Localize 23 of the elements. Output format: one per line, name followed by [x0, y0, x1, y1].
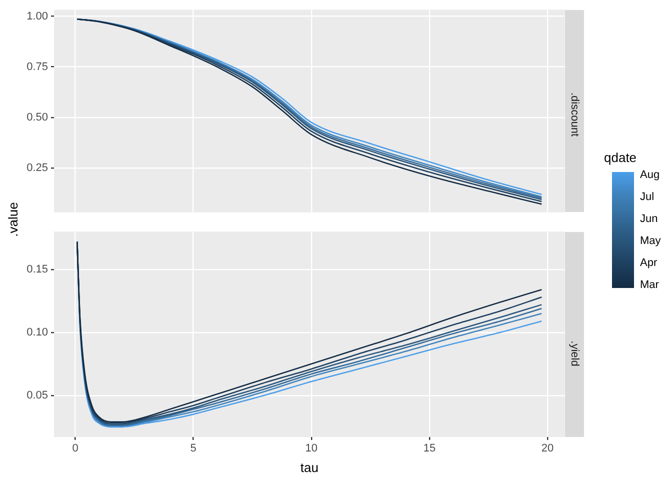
text: Jun: [640, 213, 658, 225]
y-tick-label: 0.15: [26, 263, 48, 276]
text: Aug: [640, 169, 660, 181]
x-tick-label: 15: [423, 442, 436, 455]
legend-title: qdate: [604, 150, 637, 165]
x-tick-label: 5: [190, 442, 196, 455]
text: Mar: [640, 279, 659, 291]
text: .discount: [568, 92, 580, 137]
text: May: [640, 235, 661, 247]
x-tick-label: 10: [305, 442, 318, 455]
x-tick-label: 20: [541, 442, 554, 455]
x-axis-title: tau: [300, 460, 318, 475]
y-tick-label: 1.00: [26, 10, 48, 22]
y-tick-label: 0.05: [26, 389, 48, 402]
y-tick-label: 0.10: [26, 326, 48, 338]
text: .yield: [568, 340, 580, 366]
y-axis-title: .value: [6, 201, 20, 239]
text: Apr: [640, 257, 658, 269]
y-tick-label: 0.25: [26, 162, 48, 174]
x-tick-label: 0: [72, 442, 78, 455]
y-tick-label: 0.50: [26, 111, 48, 124]
text: Jul: [640, 191, 654, 203]
y-tick-label: 0.75: [26, 60, 48, 73]
